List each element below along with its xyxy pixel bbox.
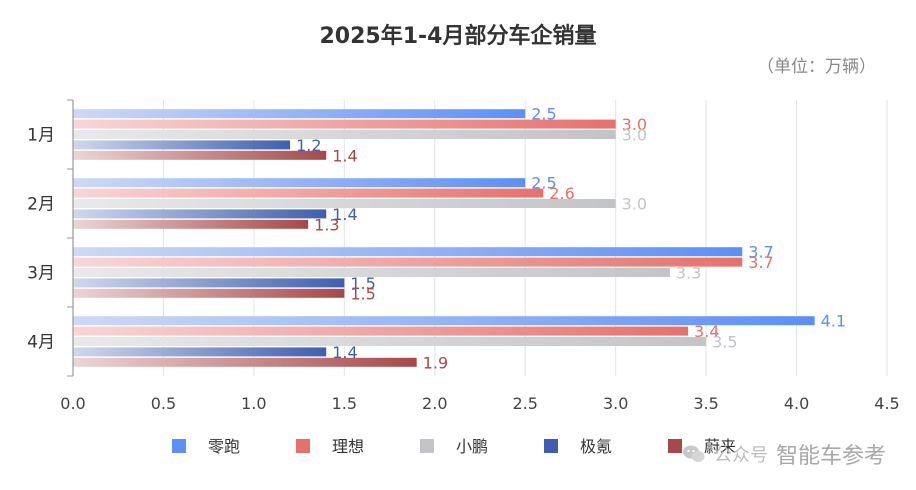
data-label: 4.1 — [821, 312, 846, 331]
x-tick-label: 3.5 — [693, 394, 718, 413]
x-tick-label: 2.5 — [512, 394, 537, 413]
bar-极氪-1月[interactable] — [73, 140, 291, 150]
bars-layer — [73, 109, 815, 367]
data-label: 2.6 — [549, 184, 574, 203]
legend-swatch — [296, 439, 310, 453]
data-labels-layer: 2.53.03.01.21.42.52.63.01.41.33.73.73.31… — [296, 105, 846, 373]
data-label: 1.5 — [350, 284, 375, 303]
unit-label: （单位：万辆） — [757, 57, 876, 77]
legend-label: 零跑 — [208, 437, 240, 456]
bar-零跑-1月[interactable] — [73, 109, 526, 119]
bar-极氪-2月[interactable] — [73, 209, 327, 219]
chart-title: 2025年1-4月部分车企销量 — [319, 24, 597, 49]
wechat-icon — [682, 445, 705, 462]
bar-零跑-2月[interactable] — [73, 178, 526, 188]
data-label: 1.4 — [332, 343, 357, 362]
bar-理想-1月[interactable] — [73, 119, 616, 129]
legend-label: 理想 — [332, 437, 364, 456]
legend-item-零跑[interactable]: 零跑 — [172, 437, 240, 456]
watermark: 公众号 智能车参考 — [682, 438, 886, 470]
data-label: 1.4 — [332, 146, 357, 165]
watermark-name: 智能车参考 — [775, 444, 886, 469]
x-tick-label: 1.5 — [332, 394, 357, 413]
data-label: 3.0 — [622, 126, 647, 145]
bar-小鹏-1月[interactable] — [73, 130, 616, 139]
x-tick-label: 0.0 — [60, 394, 85, 413]
data-label: 3.0 — [622, 195, 647, 214]
data-label: 3.7 — [748, 243, 773, 262]
data-label: 3.5 — [712, 333, 737, 352]
x-tick-label: 1.0 — [241, 394, 266, 413]
data-label: 1.4 — [332, 205, 357, 224]
data-label: 2.5 — [531, 174, 556, 193]
bar-极氪-3月[interactable] — [73, 278, 345, 288]
bar-小鹏-3月[interactable] — [73, 268, 670, 277]
data-label: 1.9 — [423, 353, 448, 372]
bar-理想-2月[interactable] — [73, 188, 544, 198]
bar-零跑-4月[interactable] — [73, 316, 815, 326]
bar-蔚来-4月[interactable] — [73, 357, 417, 367]
bar-蔚来-1月[interactable] — [73, 150, 327, 160]
data-label: 1.3 — [314, 215, 339, 234]
legend-item-理想[interactable]: 理想 — [296, 437, 364, 456]
legend-swatch — [544, 439, 558, 453]
legend-label: 蔚来 — [704, 437, 736, 456]
data-label: 3.7 — [748, 253, 773, 272]
legend-label: 小鹏 — [456, 437, 488, 456]
legend-item-小鹏[interactable]: 小鹏 — [420, 437, 488, 456]
category-label: 4月 — [27, 333, 55, 353]
data-label: 3.4 — [694, 322, 719, 341]
bar-蔚来-3月[interactable] — [73, 288, 345, 298]
category-label: 3月 — [27, 264, 55, 284]
bar-小鹏-2月[interactable] — [73, 199, 616, 208]
bar-小鹏-4月[interactable] — [73, 337, 707, 346]
legend-item-蔚来[interactable]: 蔚来 — [668, 437, 736, 456]
category-label: 2月 — [27, 195, 55, 215]
data-label: 1.5 — [350, 274, 375, 293]
watermark-prefix: 公众号 — [713, 445, 768, 466]
legend-swatch — [172, 439, 186, 453]
axis-layer: 0.0 0.5 1.0 1.5 2.0 2.5 3.0 3.5 4.0 4.5 1月 2月 3月 4月 — [27, 99, 900, 413]
legend-item-极氪[interactable]: 极氪 — [544, 437, 612, 456]
legend-label: 极氪 — [580, 437, 612, 456]
data-label: 1.2 — [296, 136, 321, 155]
x-tick-label: 2.0 — [422, 394, 447, 413]
data-label: 3.3 — [676, 264, 701, 283]
x-tick-label: 3.0 — [603, 394, 628, 413]
legend-swatch — [420, 439, 434, 453]
legend-swatch — [668, 439, 682, 453]
bar-理想-3月[interactable] — [73, 257, 743, 267]
bar-蔚来-2月[interactable] — [73, 219, 309, 229]
bar-理想-4月[interactable] — [73, 326, 689, 336]
bar-极氪-4月[interactable] — [73, 347, 327, 357]
bar-零跑-3月[interactable] — [73, 247, 743, 257]
category-label: 1月 — [27, 126, 55, 146]
data-label: 3.0 — [622, 115, 647, 134]
legend[interactable]: 零跑 理想 小鹏 极氪 蔚来 — [172, 437, 736, 456]
x-tick-label: 4.0 — [784, 394, 809, 413]
x-tick-label: 0.5 — [151, 394, 176, 413]
data-label: 2.5 — [531, 105, 556, 124]
x-tick-label: 4.5 — [874, 394, 899, 413]
